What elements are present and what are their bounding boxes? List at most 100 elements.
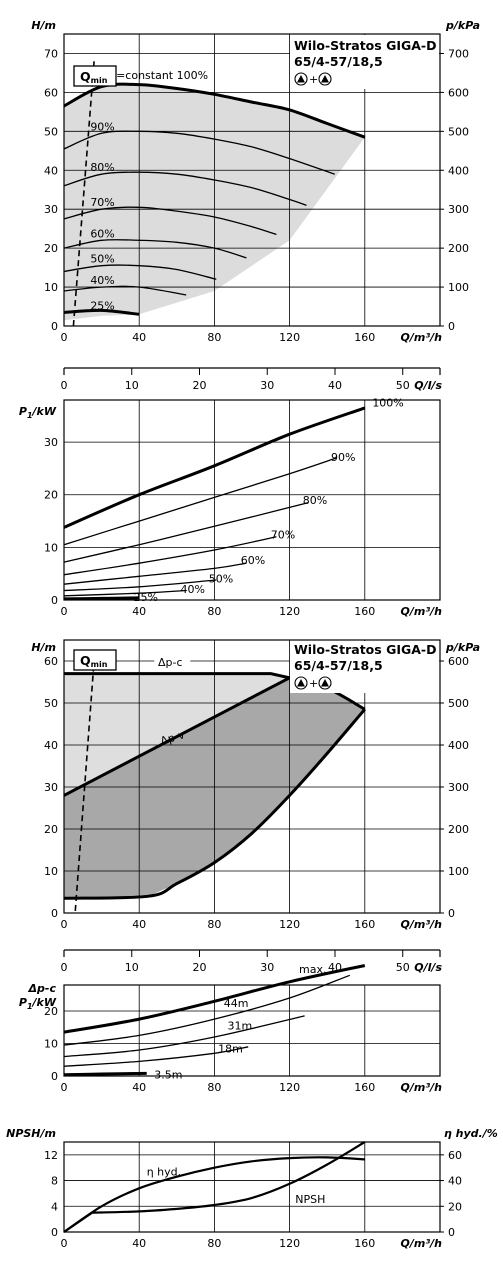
power-dp-curve-line <box>63 1046 249 1067</box>
power-dp-curve-label: 3.5m <box>154 1068 182 1081</box>
y-tick-label: 0 <box>51 320 58 333</box>
y-axis-subscript: 1 <box>27 411 33 420</box>
power-dp-curve-line <box>63 1071 147 1077</box>
y2-tick-label: 500 <box>448 125 469 138</box>
pump-triangle-icon <box>297 75 305 83</box>
y-tick-label: 60 <box>44 86 58 99</box>
y2-tick-label: 600 <box>448 655 469 668</box>
min-curve-line <box>63 708 366 900</box>
power-curve-label: 25% <box>134 591 158 604</box>
y-axis-label: H/m <box>31 641 56 654</box>
y-axis-subscript: 1 <box>27 1002 33 1011</box>
y2-axis-label: η hyd./% <box>444 1127 498 1140</box>
plus-sign: + <box>309 73 318 86</box>
y-tick-label: 4 <box>51 1200 58 1213</box>
y-tick-label: 50 <box>44 125 58 138</box>
y-tick-label: 40 <box>44 164 58 177</box>
y-tick-label: 50 <box>44 697 58 710</box>
head-flow-chart: 0 40 80 120 16001020304050607001002003004005… <box>31 19 480 344</box>
y2-tick-label: 700 <box>448 47 469 60</box>
y2-tick-label: 100 <box>448 865 469 878</box>
y-tick-label: 0 <box>51 1070 58 1083</box>
y-tick-label: 60 <box>44 655 58 668</box>
speed-curve-line <box>63 308 140 316</box>
qmin-dashed-line <box>72 61 95 327</box>
y2-tick-label: 0 <box>448 320 455 333</box>
title-box <box>290 641 439 693</box>
x-tick-label: 40 <box>132 1081 146 1094</box>
y-axis-label-top: Δp-c <box>28 982 57 995</box>
y-tick-label: 20 <box>44 823 58 836</box>
y2-tick-label: 0 <box>448 907 455 920</box>
y-axis-label: P1/kW <box>19 996 57 1011</box>
plot-frame <box>63 33 441 327</box>
y2-tick-label: 200 <box>448 823 469 836</box>
x-tick-label: 120 <box>279 1081 300 1094</box>
dp-c-label: Δp-c <box>158 656 183 669</box>
y-tick-label: 20 <box>44 1005 58 1018</box>
title-line2: 65/4-57/18,5 <box>294 54 383 69</box>
x-tick-label: 80 <box>207 1081 221 1094</box>
qmin-box <box>73 65 117 87</box>
power-curve-line <box>63 536 277 576</box>
x-tick-label: 0 <box>61 331 68 344</box>
x-tick-label: 40 <box>132 331 146 344</box>
speed-curve-label: 40% <box>90 274 114 287</box>
y-tick-label: 20 <box>44 489 58 502</box>
power-chart: 0 40 80 120 160 0 10 20 30 Q/m³/h 100% 90% 80% 70% 60%… <box>19 397 442 618</box>
x-tick-label: 40 <box>132 605 146 618</box>
qmin-subscript: min <box>91 76 108 85</box>
qmin-box <box>73 649 117 671</box>
x-tick-label: 80 <box>207 605 221 618</box>
power-dp-curve-line <box>63 974 351 1046</box>
ls-tick-label: 20 <box>192 379 206 392</box>
power-dp-curve-label: 44m <box>224 997 249 1010</box>
ls-tick-label: 50 <box>396 961 410 974</box>
y2-tick-label: 40 <box>448 1175 462 1188</box>
power-curve-line <box>63 501 309 563</box>
plot-frame <box>63 639 441 914</box>
power-curve-line <box>63 562 247 585</box>
ls-tick-label: 0 <box>61 379 68 392</box>
power-curve-line <box>63 596 140 601</box>
speed-curve-line <box>63 206 277 236</box>
pump-triangle-icon <box>321 75 329 83</box>
efficiency-label: η hyd. <box>147 1165 181 1178</box>
efficiency-curve-line <box>63 1156 365 1233</box>
speed-curve-label: n=constant 100% <box>109 69 208 82</box>
speed-curve-line <box>63 285 187 296</box>
speed-curve-line <box>63 238 247 259</box>
y-tick-label: 10 <box>44 541 58 554</box>
plus-sign: + <box>309 677 318 690</box>
y2-tick-label: 500 <box>448 697 469 710</box>
x-tick-label: 40 <box>132 1237 146 1250</box>
y-tick-label: 0 <box>51 594 58 607</box>
speed-curve-line <box>63 171 307 206</box>
qmin-subscript: min <box>91 660 108 669</box>
speed-curve-line <box>63 130 335 175</box>
x-axis-label: Q/m³/h <box>401 331 443 344</box>
speed-curve-label: 80% <box>90 161 114 174</box>
power-curve-label: 80% <box>303 494 327 507</box>
y-tick-label: 70 <box>44 47 58 60</box>
x-tick-label: 0 <box>61 605 68 618</box>
y-tick-label: 10 <box>44 1038 58 1051</box>
flow-ls-axis: 0 10 20 30 40 50 Q/l/s <box>61 367 442 392</box>
y2-axis-label: p/kPa <box>445 641 480 654</box>
y-tick-label: 8 <box>51 1175 58 1188</box>
x-tick-label: 160 <box>354 1081 375 1094</box>
x-tick-label: 160 <box>354 918 375 931</box>
x-tick-label: 120 <box>279 331 300 344</box>
y-tick-label: 30 <box>44 203 58 216</box>
y2-tick-label: 100 <box>448 281 469 294</box>
title-line1: Wilo-Stratos GIGA-D <box>294 642 436 657</box>
y-axis-label: H/m <box>31 19 56 32</box>
x-tick-label: 120 <box>279 605 300 618</box>
y-tick-label: 20 <box>44 242 58 255</box>
y-tick-label: 10 <box>44 281 58 294</box>
x-axis-label: Q/m³/h <box>401 1237 443 1250</box>
speed-curve-line <box>63 264 217 280</box>
y2-tick-label: 400 <box>448 164 469 177</box>
y-tick-label: 40 <box>44 739 58 752</box>
y-axis-label: P1/kW <box>19 405 57 420</box>
